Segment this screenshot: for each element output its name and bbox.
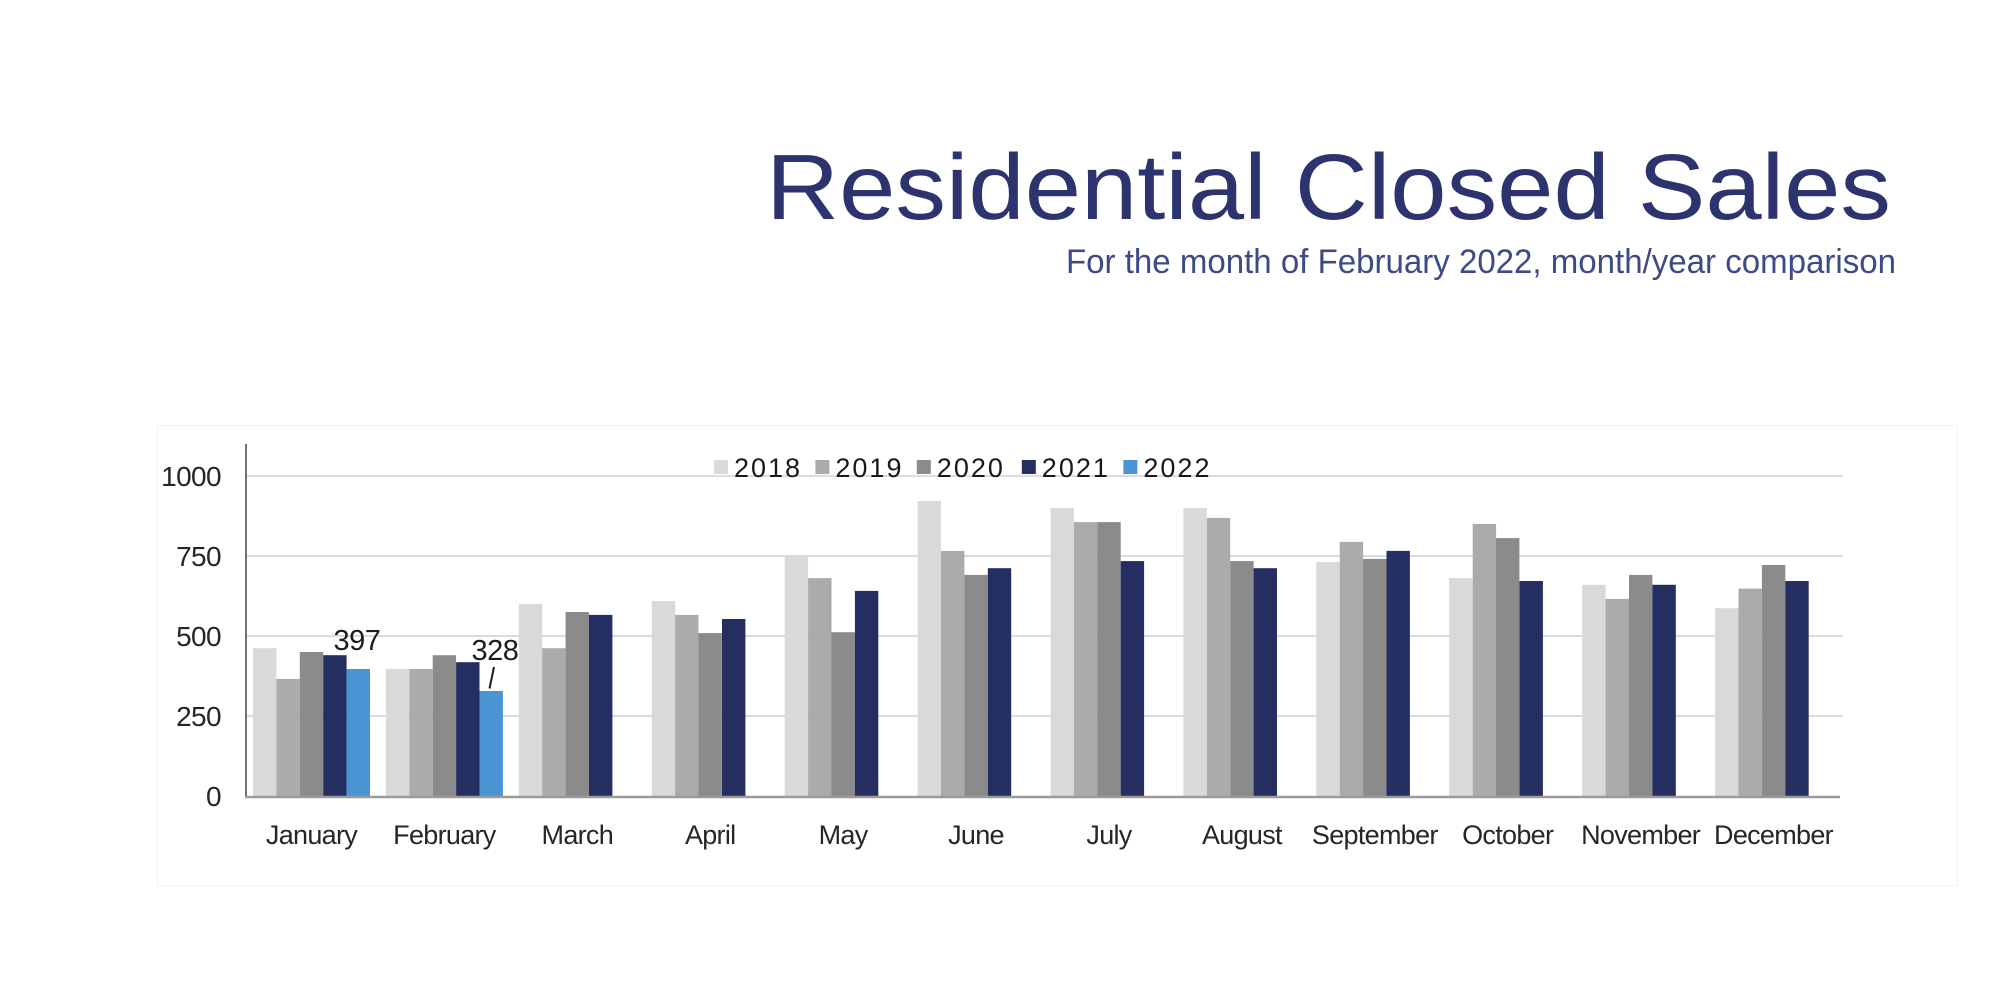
svg-text:November: November [1581, 820, 1701, 850]
svg-text:May: May [819, 820, 869, 850]
svg-text:For the month of February 2022: For the month of February 2022, month/ye… [1066, 243, 1896, 281]
svg-text:2018: 2018 [734, 453, 802, 483]
svg-text:December: December [1714, 820, 1834, 850]
svg-text:2022: 2022 [1143, 453, 1211, 483]
svg-text:February: February [393, 820, 497, 850]
svg-text:750: 750 [176, 541, 221, 572]
svg-text:1000: 1000 [161, 461, 221, 492]
svg-text:2019: 2019 [835, 453, 903, 483]
svg-text:August: August [1202, 820, 1283, 850]
svg-text:April: April [685, 820, 736, 850]
svg-text:2020: 2020 [937, 453, 1005, 483]
svg-text:397: 397 [334, 625, 381, 657]
svg-text:March: March [542, 820, 614, 850]
svg-text:June: June [948, 820, 1004, 850]
svg-text:Residential Closed Sales: Residential Closed Sales [766, 135, 1891, 239]
svg-text:0: 0 [206, 781, 221, 812]
svg-text:2021: 2021 [1042, 453, 1110, 483]
svg-text:January: January [266, 820, 358, 850]
svg-text:October: October [1462, 820, 1554, 850]
svg-text:328: 328 [472, 635, 519, 667]
svg-text:250: 250 [176, 701, 221, 732]
svg-text:July: July [1086, 820, 1132, 850]
svg-text:500: 500 [176, 621, 221, 652]
svg-text:September: September [1312, 820, 1438, 850]
